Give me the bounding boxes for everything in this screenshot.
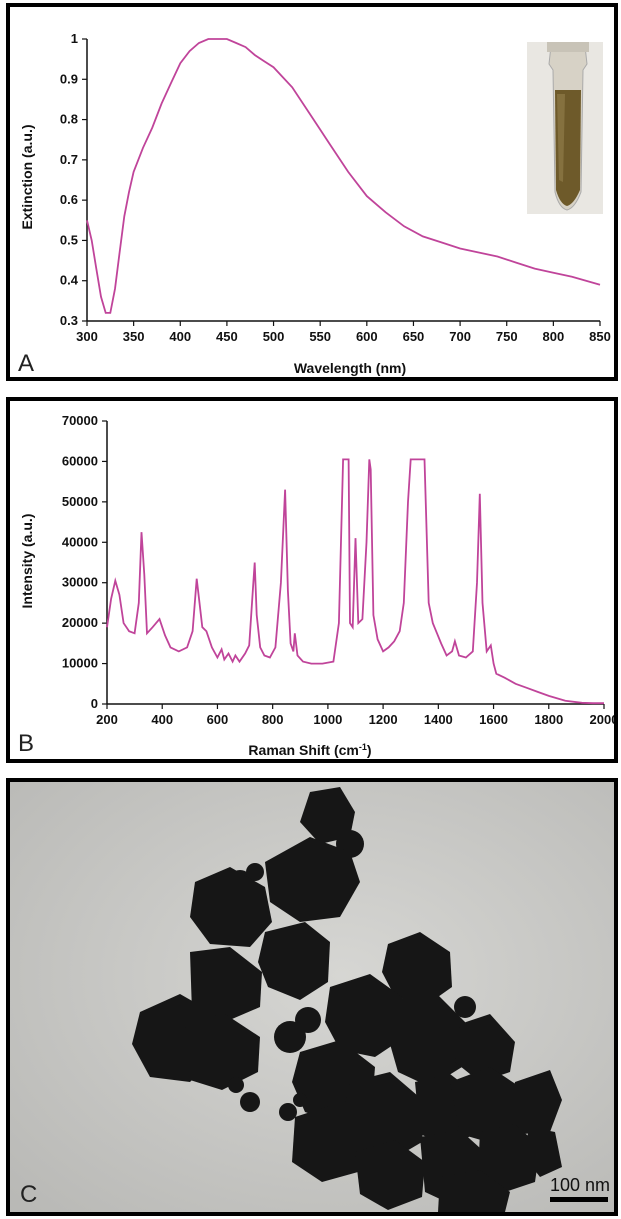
x-tick-label: 300 <box>76 329 98 344</box>
nanoparticle-aggregate <box>132 787 562 1212</box>
x-tick-label: 600 <box>356 329 378 344</box>
x-tick-label: 1800 <box>534 712 563 727</box>
y-tick-label: 60000 <box>62 453 98 468</box>
scale-bar <box>550 1197 608 1202</box>
x-tick-label: 1400 <box>424 712 453 727</box>
tem-micrograph: 100 nm C <box>10 782 614 1212</box>
y-tick-label: 0 <box>91 696 98 711</box>
y-tick-label: 0.7 <box>60 152 78 167</box>
axes-a: 0.3 0.4 0.5 0.6 0.7 0.8 0.9 1 300 350 400 450 500 550… <box>60 31 611 344</box>
y-tick-label: 0.9 <box>60 71 78 86</box>
x-axis-title-b-sup: -1 <box>359 742 367 752</box>
extinction-series-line <box>86 38 601 314</box>
y-tick-label: 0.4 <box>60 273 79 288</box>
y-tick-label: 20000 <box>62 615 98 630</box>
x-tick-label: 1600 <box>479 712 508 727</box>
x-tick-label: 400 <box>151 712 173 727</box>
x-tick-label: 350 <box>123 329 145 344</box>
y-tick-label: 0.8 <box>60 112 78 127</box>
x-axis-title-b: Raman Shift (cm-1) <box>248 742 371 758</box>
x-tick-label: 600 <box>207 712 229 727</box>
y-axis-title-a: Extinction (a.u.) <box>19 125 35 230</box>
axes-b: 0 10000 20000 30000 40000 50000 60000 70000 200 4… <box>62 413 614 727</box>
y-tick-label: 0.5 <box>60 232 78 247</box>
extinction-chart: 0.3 0.4 0.5 0.6 0.7 0.8 0.9 1 300 350 400 450 500 550… <box>18 31 611 377</box>
y-tick-label: 0.6 <box>60 192 78 207</box>
cuvette-photo-inset <box>527 42 603 214</box>
x-tick-label: 500 <box>263 329 285 344</box>
x-tick-label: 650 <box>403 329 425 344</box>
x-axis-title-b-main: Raman Shift (cm <box>248 742 358 758</box>
x-axis-title-a: Wavelength (nm) <box>294 360 406 376</box>
y-tick-label: 10000 <box>62 656 98 671</box>
y-tick-label: 0.3 <box>60 313 78 328</box>
x-tick-label: 550 <box>309 329 331 344</box>
panel-letter-b: B <box>18 730 34 757</box>
x-tick-label: 200 <box>96 712 118 727</box>
x-tick-label: 800 <box>543 329 565 344</box>
x-tick-label: 700 <box>449 329 471 344</box>
panel-b: 0 10000 20000 30000 40000 50000 60000 70000 200 4… <box>6 397 618 763</box>
x-tick-label: 800 <box>262 712 284 727</box>
y-tick-label: 70000 <box>62 413 98 428</box>
y-tick-label: 50000 <box>62 494 98 509</box>
y-tick-label: 40000 <box>62 534 98 549</box>
x-tick-label: 1000 <box>313 712 342 727</box>
y-tick-label: 1 <box>71 31 78 46</box>
y-axis-title-b: Intensity (a.u.) <box>19 514 35 609</box>
panel-letter-a: A <box>18 350 34 377</box>
panel-c: 100 nm C <box>6 778 618 1216</box>
x-axis-title-b-end: ) <box>367 742 372 758</box>
x-tick-label: 850 <box>589 329 611 344</box>
x-tick-label: 2000 <box>590 712 614 727</box>
scale-bar-label: 100 nm <box>550 1175 610 1195</box>
panel-letter-c: C <box>20 1181 37 1208</box>
raman-chart: 0 10000 20000 30000 40000 50000 60000 70000 200 4… <box>18 413 614 758</box>
x-tick-label: 400 <box>169 329 191 344</box>
x-tick-label: 1200 <box>369 712 398 727</box>
x-tick-label: 750 <box>496 329 518 344</box>
y-tick-label: 30000 <box>62 575 98 590</box>
x-tick-label: 450 <box>216 329 238 344</box>
panel-a: 0.3 0.4 0.5 0.6 0.7 0.8 0.9 1 300 350 400 450 500 550… <box>6 3 618 381</box>
raman-series-line <box>106 458 604 705</box>
